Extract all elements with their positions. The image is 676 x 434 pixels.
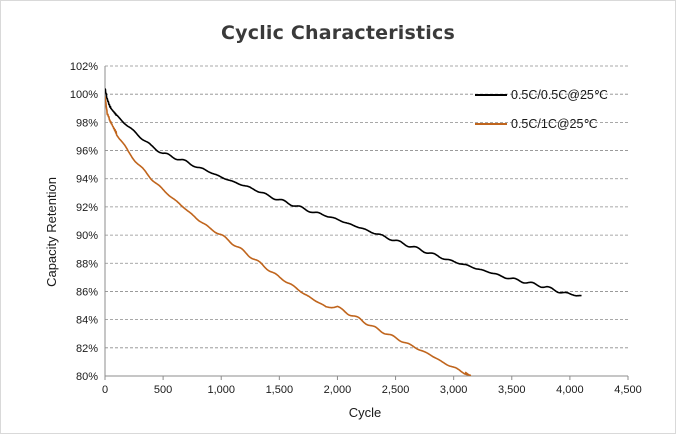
y-tick-label: 80% [76, 371, 98, 383]
chart-title: Cyclic Characteristics [221, 22, 455, 44]
x-tick-label: 2,500 [382, 384, 410, 396]
x-tick-label: 4,000 [556, 384, 584, 396]
x-tick-labels: 0 500 1,000 1,500 2,000 2,500 3,000 3,500 4,000 4… [102, 384, 642, 396]
y-axis-label: Capacity Retention [44, 177, 59, 287]
x-tick-label: 3,500 [498, 384, 526, 396]
x-tick-label: 2,000 [324, 384, 352, 396]
series-line-1 [105, 88, 582, 297]
x-tick-label: 4,500 [614, 384, 642, 396]
legend-label-1: 0.5C/0.5C@25℃ [511, 88, 608, 102]
y-tick-label: 94% [76, 174, 98, 186]
series-layer [105, 88, 582, 376]
y-tick-label: 88% [76, 258, 98, 270]
y-tick-label: 102% [70, 61, 98, 73]
y-tick-label: 98% [76, 117, 98, 129]
grid-layer [105, 65, 628, 349]
legend-label-2: 0.5C/1C@25℃ [511, 117, 598, 131]
series-line-2 [105, 96, 472, 376]
y-tick-label: 100% [70, 89, 98, 101]
y-tick-label: 82% [76, 343, 98, 355]
x-tick-label: 500 [154, 384, 172, 396]
x-tick-label: 3,000 [440, 384, 468, 396]
y-tick-label: 84% [76, 315, 98, 327]
x-tick-label: 0 [102, 384, 108, 396]
y-tick-label: 96% [76, 146, 98, 158]
x-axis-label: Cycle [349, 405, 382, 420]
axes-layer [104, 66, 629, 380]
y-tick-label: 92% [76, 202, 98, 214]
y-tick-label: 90% [76, 230, 98, 242]
y-tick-label: 86% [76, 286, 98, 298]
x-tick-label: 1,500 [266, 384, 294, 396]
x-tick-label: 1,000 [207, 384, 235, 396]
legend: 0.5C/0.5C@25℃ 0.5C/1C@25℃ [475, 88, 608, 131]
y-tick-labels: 80% 82% 84% 86% 88% 90% 92% 94% 96% 98% 100% 102% [70, 61, 98, 383]
